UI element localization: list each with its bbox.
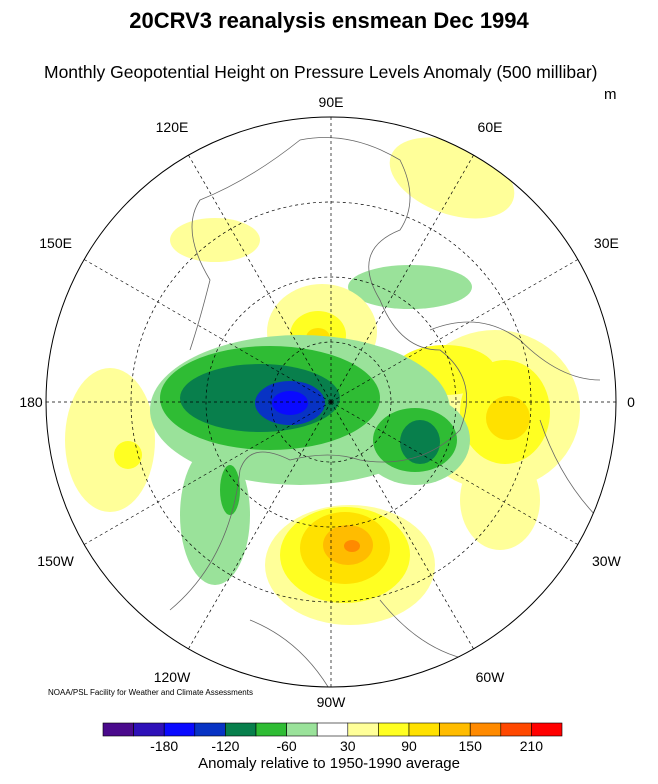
colorbar-bin <box>500 722 532 737</box>
longitude-label: 120E <box>155 118 189 135</box>
longitude-label: 30W <box>591 553 621 569</box>
colorbar-bin <box>316 722 349 737</box>
longitude-label: 150W <box>37 553 74 569</box>
colorbar-bin <box>469 722 502 737</box>
colorbar-bin <box>347 722 379 737</box>
figure-subtitle: Monthly Geopotential Height on Pressure … <box>44 62 598 82</box>
longitude-label: 60W <box>475 669 505 686</box>
colorbar-bin <box>439 722 471 737</box>
colorbar-bin <box>194 722 226 737</box>
colorbar-tick-label: -60 <box>276 738 297 754</box>
longitude-label: 0 <box>627 394 635 410</box>
colorbar-tick-label: 90 <box>401 738 417 754</box>
colorbar-bin <box>225 722 257 737</box>
colorbar-bin <box>378 722 410 737</box>
colorbar-title: Anomaly relative to 1950-1990 average <box>198 755 460 772</box>
colorbar-bin <box>133 722 165 737</box>
map-boundary <box>45 116 617 688</box>
longitude-label: 120W <box>153 669 191 686</box>
longitude-label: 150E <box>39 235 72 251</box>
colorbar-tick-label: -120 <box>211 738 240 754</box>
colorbar-bin <box>531 722 563 737</box>
graticule <box>46 117 616 687</box>
colorbar-bin <box>102 722 134 737</box>
credit-text: NOAA/PSL Facility for Weather and Climat… <box>48 688 253 697</box>
colorbar <box>102 722 563 737</box>
colorbar-bin <box>286 722 318 737</box>
colorbar-tick-label: 30 <box>340 738 356 754</box>
colorbar-bin <box>408 722 440 737</box>
colorbar-bin <box>163 722 196 737</box>
anomaly-positive-nw <box>170 218 260 262</box>
longitude-label: 90E <box>318 94 344 110</box>
longitude-label: 30E <box>593 235 619 251</box>
colorbar-bin <box>255 722 287 737</box>
colorbar-tick-label: 210 <box>519 738 544 754</box>
figure-title: 20CRV3 reanalysis ensmean Dec 1994 <box>129 8 529 33</box>
longitude-label: 90W <box>316 694 346 710</box>
longitude-label: 60E <box>477 118 503 135</box>
colorbar-tick-label: 150 <box>458 738 482 754</box>
anomaly-negative-n <box>348 265 472 309</box>
longitude-label: 180 <box>19 394 43 410</box>
unit-label: m <box>604 86 617 103</box>
anomaly-positive-ne <box>389 137 515 219</box>
anomaly-field <box>65 137 601 687</box>
colorbar-tick-label: -180 <box>150 738 179 754</box>
